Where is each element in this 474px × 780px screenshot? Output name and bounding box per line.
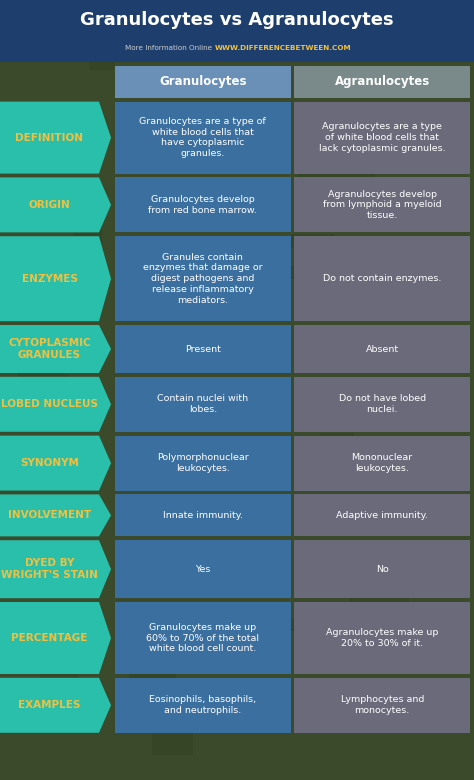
FancyBboxPatch shape — [115, 66, 291, 98]
Text: Granulocytes: Granulocytes — [159, 76, 246, 88]
Polygon shape — [0, 236, 111, 321]
Polygon shape — [0, 541, 111, 598]
FancyBboxPatch shape — [294, 325, 470, 373]
Text: ENZYMES: ENZYMES — [21, 274, 77, 284]
Polygon shape — [0, 101, 111, 174]
FancyBboxPatch shape — [294, 541, 470, 598]
FancyBboxPatch shape — [156, 580, 224, 614]
FancyBboxPatch shape — [363, 511, 441, 522]
FancyBboxPatch shape — [390, 24, 415, 52]
FancyBboxPatch shape — [294, 602, 470, 674]
Polygon shape — [0, 377, 111, 432]
Text: Absent: Absent — [365, 345, 399, 353]
FancyBboxPatch shape — [249, 516, 289, 553]
Polygon shape — [0, 177, 111, 232]
Text: EXAMPLES: EXAMPLES — [18, 700, 81, 711]
Text: Yes: Yes — [195, 565, 210, 574]
Text: WWW.DIFFERENCEBETWEEN.COM: WWW.DIFFERENCEBETWEEN.COM — [215, 45, 352, 51]
FancyBboxPatch shape — [115, 495, 291, 537]
Text: Agranulocytes are a type
of white blood cells that
lack cytoplasmic granules.: Agranulocytes are a type of white blood … — [319, 122, 446, 153]
Text: Do not have lobed
nuclei.: Do not have lobed nuclei. — [338, 395, 426, 414]
Text: Innate immunity.: Innate immunity. — [163, 511, 243, 520]
FancyBboxPatch shape — [115, 236, 291, 321]
Text: Polymorphonuclear
leukocytes.: Polymorphonuclear leukocytes. — [157, 453, 249, 473]
Text: Do not contain enzymes.: Do not contain enzymes. — [323, 275, 441, 283]
Text: Contain nuclei with
lobes.: Contain nuclei with lobes. — [157, 395, 248, 414]
Polygon shape — [0, 435, 111, 491]
FancyBboxPatch shape — [294, 678, 470, 732]
Text: Granulocytes develop
from red bone marrow.: Granulocytes develop from red bone marro… — [148, 195, 257, 215]
FancyBboxPatch shape — [451, 124, 474, 151]
Text: Adaptive immunity.: Adaptive immunity. — [336, 511, 428, 520]
FancyBboxPatch shape — [385, 337, 421, 360]
FancyBboxPatch shape — [372, 736, 438, 774]
FancyBboxPatch shape — [294, 495, 470, 537]
Text: Granulocytes make up
60% to 70% of the total
white blood cell count.: Granulocytes make up 60% to 70% of the t… — [146, 622, 259, 654]
FancyBboxPatch shape — [115, 325, 291, 373]
Polygon shape — [0, 325, 111, 373]
Text: Granulocytes are a type of
white blood cells that
have cytoplasmic
granules.: Granulocytes are a type of white blood c… — [139, 117, 266, 158]
Text: DEFINITION: DEFINITION — [16, 133, 83, 143]
FancyBboxPatch shape — [337, 683, 361, 697]
FancyBboxPatch shape — [294, 435, 470, 491]
FancyBboxPatch shape — [12, 380, 84, 408]
FancyBboxPatch shape — [115, 101, 291, 174]
FancyBboxPatch shape — [115, 541, 291, 598]
Text: SYNONYM: SYNONYM — [20, 458, 79, 468]
Text: Agranulocytes develop
from lymphoid a myeloid
tissue.: Agranulocytes develop from lymphoid a my… — [323, 190, 441, 220]
Polygon shape — [0, 602, 111, 674]
FancyBboxPatch shape — [238, 658, 262, 681]
Text: Agranulocytes: Agranulocytes — [335, 76, 430, 88]
FancyBboxPatch shape — [225, 588, 286, 604]
Text: Granulocytes vs Agranulocytes: Granulocytes vs Agranulocytes — [80, 12, 394, 30]
FancyBboxPatch shape — [294, 66, 470, 98]
Text: More Information Online: More Information Online — [125, 45, 212, 51]
FancyBboxPatch shape — [353, 123, 424, 153]
Polygon shape — [0, 495, 111, 537]
FancyBboxPatch shape — [312, 287, 385, 314]
FancyBboxPatch shape — [428, 696, 474, 713]
Text: INVOLVEMENT: INVOLVEMENT — [8, 510, 91, 520]
Text: Granules contain
enzymes that damage or
digest pathogens and
release inflammator: Granules contain enzymes that damage or … — [143, 253, 263, 305]
FancyBboxPatch shape — [115, 678, 291, 732]
FancyBboxPatch shape — [294, 101, 470, 174]
FancyBboxPatch shape — [112, 753, 162, 778]
Text: PERCENTAGE: PERCENTAGE — [11, 633, 88, 643]
Text: No: No — [376, 565, 389, 574]
FancyBboxPatch shape — [0, 0, 474, 62]
FancyBboxPatch shape — [347, 704, 368, 726]
Text: DYED BY
WRIGHT'S STAIN: DYED BY WRIGHT'S STAIN — [1, 558, 98, 580]
Text: Present: Present — [185, 345, 221, 353]
FancyBboxPatch shape — [162, 167, 191, 189]
Text: ORIGIN: ORIGIN — [28, 200, 70, 210]
FancyBboxPatch shape — [165, 0, 203, 36]
FancyBboxPatch shape — [115, 602, 291, 674]
Text: Agranulocytes make up
20% to 30% of it.: Agranulocytes make up 20% to 30% of it. — [326, 628, 438, 648]
FancyBboxPatch shape — [346, 334, 389, 367]
FancyBboxPatch shape — [294, 377, 470, 432]
FancyBboxPatch shape — [309, 281, 381, 315]
Text: CYTOPLASMIC
GRANULES: CYTOPLASMIC GRANULES — [8, 339, 91, 360]
Polygon shape — [0, 678, 111, 732]
FancyBboxPatch shape — [294, 177, 470, 232]
Text: LOBED NUCLEUS: LOBED NUCLEUS — [1, 399, 98, 410]
FancyBboxPatch shape — [115, 177, 291, 232]
Text: Mononuclear
leukocytes.: Mononuclear leukocytes. — [352, 453, 413, 473]
FancyBboxPatch shape — [115, 377, 291, 432]
Text: Lymphocytes and
monocytes.: Lymphocytes and monocytes. — [340, 696, 424, 715]
Text: Eosinophils, basophils,
and neutrophils.: Eosinophils, basophils, and neutrophils. — [149, 696, 256, 715]
FancyBboxPatch shape — [115, 435, 291, 491]
FancyBboxPatch shape — [294, 236, 470, 321]
